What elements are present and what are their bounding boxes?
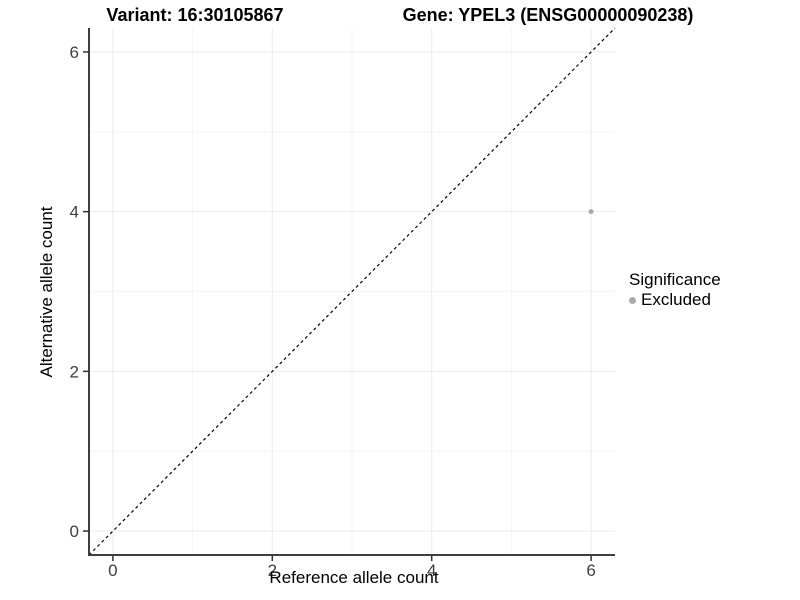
y-tick-label: 0 bbox=[70, 522, 79, 541]
x-tick-label: 2 bbox=[268, 561, 277, 580]
x-tick-label: 6 bbox=[586, 561, 595, 580]
x-axis-title: Reference allele count bbox=[269, 568, 439, 587]
legend: Significance Excluded bbox=[629, 270, 721, 310]
y-axis-title: Alternative allele count bbox=[37, 206, 56, 378]
legend-entry-label: Excluded bbox=[641, 290, 711, 309]
y-tick-label: 6 bbox=[70, 43, 79, 62]
legend-entry-excluded: Excluded bbox=[629, 290, 721, 310]
x-tick-label: 0 bbox=[108, 561, 117, 580]
y-tick-label: 2 bbox=[70, 362, 79, 381]
gene-title: Gene: YPEL3 (ENSG00000090238) bbox=[402, 5, 694, 25]
x-tick-label: 4 bbox=[427, 561, 436, 580]
legend-title: Significance bbox=[629, 270, 721, 289]
identity-dashed-line bbox=[88, 27, 616, 556]
y-tick-label: 4 bbox=[70, 203, 79, 222]
data-point bbox=[588, 209, 594, 215]
legend-key-dot bbox=[629, 296, 636, 304]
variant-title: Variant: 16:30105867 bbox=[106, 5, 284, 25]
